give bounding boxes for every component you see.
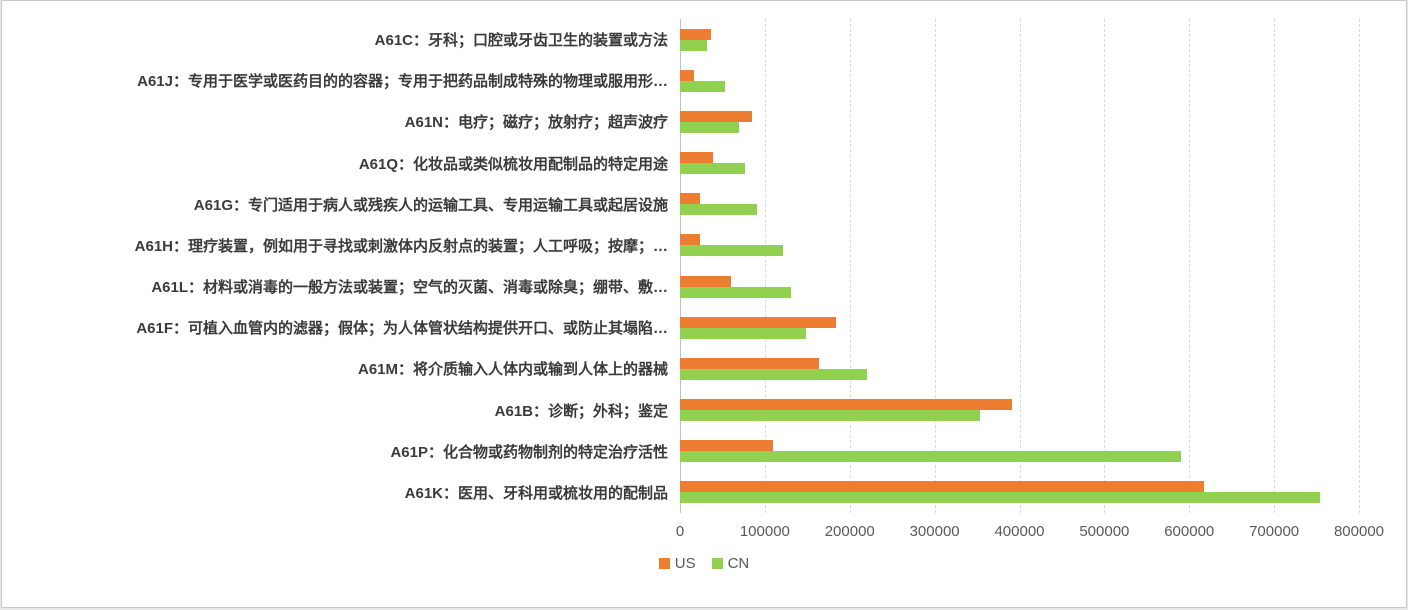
category-label: A61G：专门适用于病人或残疾人的运输工具、专用运输工具或起居设施 xyxy=(193,196,668,214)
cn-legend-label: CN xyxy=(727,555,750,572)
bar-cn xyxy=(680,286,792,298)
bar-cn xyxy=(680,410,981,422)
legend-item-us: US xyxy=(658,555,696,572)
category-label: A61Q：化妆品或类似梳妆用配制品的特定用途 xyxy=(358,155,668,173)
gridline xyxy=(934,19,936,513)
x-axis-tick-label: 100000 xyxy=(739,523,790,540)
bar-us xyxy=(680,316,837,328)
category-label: A61M：将介质输入人体内或输到人体上的器械 xyxy=(357,361,668,379)
x-axis-tick-label: 0 xyxy=(675,523,685,540)
chart-row: A61J：专用于医学或医药目的的容器；专用于把药品制成特殊的物理或服用形… xyxy=(2,60,1406,101)
bar-us xyxy=(680,28,711,40)
bar-cn xyxy=(680,327,806,339)
cn-legend-swatch-icon xyxy=(711,558,723,569)
bar-us xyxy=(680,357,820,369)
gridline xyxy=(764,19,766,513)
bar-us xyxy=(680,69,695,81)
category-label: A61L：材料或消毒的一般方法或装置；空气的灭菌、消毒或除臭；绷带、敷… xyxy=(151,279,668,297)
gridline xyxy=(1019,19,1021,513)
gridline xyxy=(849,19,851,513)
x-axis-tick-label: 500000 xyxy=(1079,523,1130,540)
gridline xyxy=(1104,19,1106,513)
chart-row: A61M：将介质输入人体内或输到人体上的器械 xyxy=(2,348,1406,389)
bar-us xyxy=(680,193,701,205)
us-legend-swatch-icon xyxy=(658,558,670,569)
x-axis-tick-label: 600000 xyxy=(1164,523,1215,540)
chart-row: A61G：专门适用于病人或残疾人的运输工具、专用运输工具或起居设施 xyxy=(2,184,1406,225)
x-axis-tick-label: 800000 xyxy=(1333,523,1385,540)
category-label: A61F：可植入血管内的滤器；假体；为人体管状结构提供开口、或防止其塌陷… xyxy=(136,320,668,338)
chart-row: A61F：可植入血管内的滤器；假体；为人体管状结构提供开口、或防止其塌陷… xyxy=(2,307,1406,348)
category-label: A61B：诊断；外科；鉴定 xyxy=(494,402,668,420)
bar-cn xyxy=(680,492,1320,504)
category-label: A61K：医用、牙科用或梳妆用的配制品 xyxy=(404,484,668,502)
gridline xyxy=(1274,19,1276,513)
bar-us xyxy=(680,275,731,287)
chart-row: A61C：牙科；口腔或牙齿卫生的装置或方法 xyxy=(2,19,1406,60)
chart-row: A61H：理疗装置，例如用于寻找或刺激体内反射点的装置；人工呼吸；按摩；… xyxy=(2,225,1406,266)
plot-area xyxy=(680,19,1360,513)
chart-row: A61P：化合物或药物制剂的特定治疗活性 xyxy=(2,431,1406,472)
legend-item-cn: CN xyxy=(711,555,750,572)
category-label: A61H：理疗装置，例如用于寻找或刺激体内反射点的装置；人工呼吸；按摩；… xyxy=(134,237,668,255)
x-axis-tick-label: 200000 xyxy=(824,523,875,540)
chart-row: A61B：诊断；外科；鉴定 xyxy=(2,390,1406,431)
bar-us xyxy=(680,399,1012,411)
bar-us xyxy=(680,481,1204,493)
bar-cn xyxy=(680,39,708,51)
category-axis-line xyxy=(680,19,681,513)
bar-cn xyxy=(680,163,745,175)
bar-cn xyxy=(680,368,867,380)
bar-us xyxy=(680,110,753,122)
bar-cn xyxy=(680,451,1181,463)
bar-us xyxy=(680,234,700,246)
x-axis-tick-label: 700000 xyxy=(1249,523,1300,540)
category-label: A61C：牙科；口腔或牙齿卫生的装置或方法 xyxy=(374,32,668,50)
chart-row: A61K：医用、牙科用或梳妆用的配制品 xyxy=(2,472,1406,513)
chart-row: A61L：材料或消毒的一般方法或装置；空气的灭菌、消毒或除臭；绷带、敷… xyxy=(2,266,1406,307)
bar-us xyxy=(680,152,714,164)
bar-us xyxy=(680,440,773,452)
legend: US CN xyxy=(2,555,1406,572)
gridline xyxy=(1189,19,1191,513)
chart-row: A61Q：化妆品或类似梳妆用配制品的特定用途 xyxy=(2,143,1406,184)
bar-cn xyxy=(680,80,725,92)
us-legend-label: US xyxy=(674,555,696,572)
category-label: A61P：化合物或药物制剂的特定治疗活性 xyxy=(390,443,668,461)
bar-cn xyxy=(680,245,783,257)
x-axis-tick-label: 400000 xyxy=(994,523,1045,540)
chart-row: A61N：电疗；磁疗；放射疗；超声波疗 xyxy=(2,101,1406,142)
x-axis-tick-label: 300000 xyxy=(909,523,960,540)
bar-cn xyxy=(680,204,758,216)
bar-cn xyxy=(680,121,740,133)
category-label: A61J：专用于医学或医药目的的容器；专用于把药品制成特殊的物理或服用形… xyxy=(137,73,668,91)
gridline xyxy=(1359,19,1360,513)
category-label: A61N：电疗；磁疗；放射疗；超声波疗 xyxy=(404,114,668,132)
